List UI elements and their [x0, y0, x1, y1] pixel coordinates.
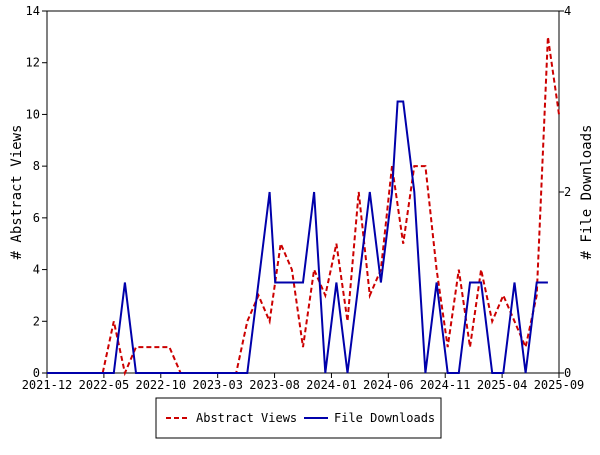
legend-label-abstract-views: Abstract Views [196, 411, 297, 425]
series-layer [47, 36, 560, 377]
x-tick-label: 2023-08 [249, 378, 300, 392]
x-tick-label: 2024-06 [363, 378, 414, 392]
y-axis-right-label: # File Downloads [579, 125, 595, 260]
y-right-tick-label: 0 [564, 366, 571, 380]
y-left-tick-label: 8 [33, 159, 40, 173]
series-line-file-downloads [47, 100, 548, 374]
y-left-tick-label: 10 [26, 107, 40, 121]
x-tick-label: 2024-01 [306, 378, 357, 392]
y-axis-left: 0 2 4 6 8 10 12 14 [26, 4, 47, 380]
y-axis-left-label: # Abstract Views [9, 125, 25, 260]
x-tick-label: 2022-10 [135, 378, 186, 392]
y-left-tick-label: 14 [26, 4, 40, 18]
legend-label-file-downloads: File Downloads [334, 411, 435, 425]
y-axis-right: 0 2 4 [559, 4, 571, 380]
x-tick-label: 2025-09 [534, 378, 585, 392]
legend-box [155, 397, 442, 439]
x-tick-label: 2021-12 [22, 378, 73, 392]
y-left-tick-label: 6 [33, 211, 40, 225]
x-axis: 2021-12 2022-05 2022-10 2023-03 2023-08 2024-… [22, 373, 585, 392]
x-tick-label: 2024-11 [420, 378, 471, 392]
series-line-abstract-views [47, 36, 560, 377]
y-right-tick-label: 2 [564, 185, 571, 199]
x-tick-label: 2025-04 [477, 378, 528, 392]
x-tick-label: 2023-03 [192, 378, 243, 392]
y-left-tick-label: 4 [33, 263, 40, 277]
y-left-tick-label: 2 [33, 314, 40, 328]
plot-area [46, 10, 560, 374]
y-left-tick-label: 0 [33, 366, 40, 380]
y-left-tick-label: 12 [26, 56, 40, 70]
legend: Abstract Views File Downloads [155, 397, 442, 439]
y-right-tick-label: 4 [564, 4, 571, 18]
x-tick-label: 2022-05 [79, 378, 130, 392]
